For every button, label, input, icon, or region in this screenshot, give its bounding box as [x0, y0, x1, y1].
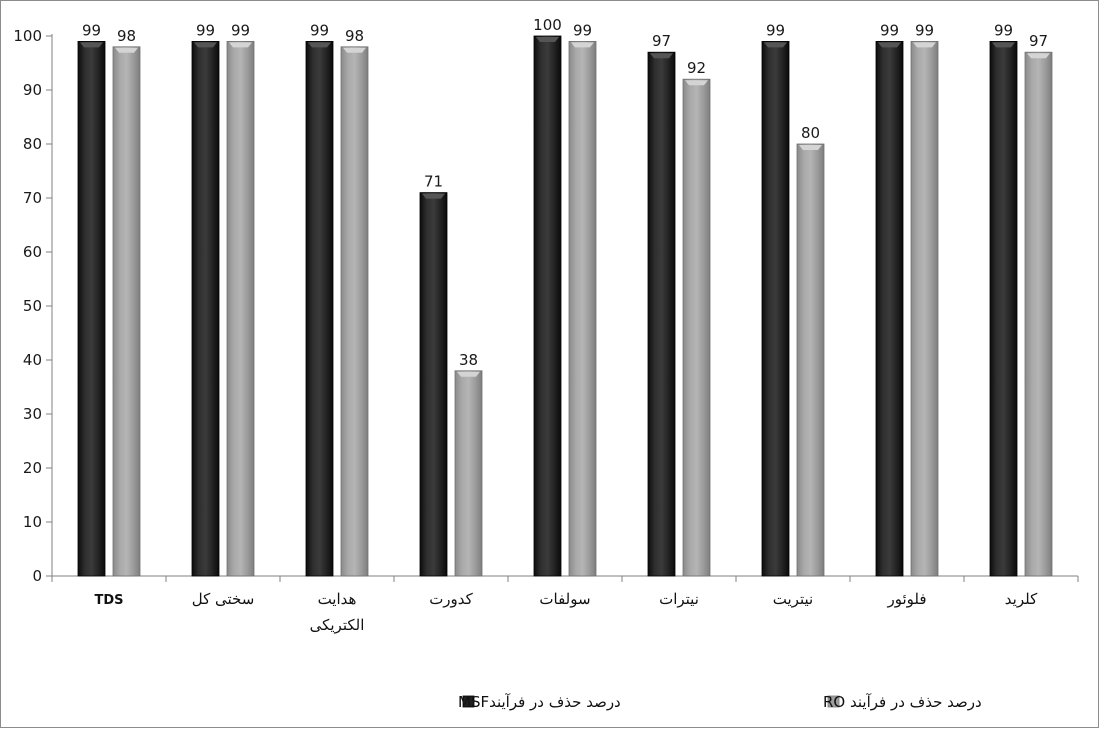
y-tick-label: 10: [23, 513, 42, 531]
bar-bevel: [878, 42, 901, 48]
bar-msf: [77, 41, 106, 577]
data-label: 99: [915, 21, 934, 39]
legend-swatch-ro: [827, 695, 840, 708]
y-tick-label: 60: [23, 243, 42, 261]
bar-msf: [533, 35, 562, 577]
bar-ro: [340, 46, 369, 577]
x-tick-label: نیتریت: [773, 590, 813, 608]
bar-ro: [682, 78, 711, 577]
bar-msf: [305, 41, 334, 577]
y-tick-label: 90: [23, 81, 42, 99]
bar-bevel: [992, 42, 1015, 48]
y-tick-label: 30: [23, 405, 42, 423]
x-tick-label: سولفات: [539, 590, 590, 608]
axes: 0 10 20 30 40 50 60 70 80 90 100: [13, 27, 1079, 585]
data-label: 99: [880, 21, 899, 39]
bar-msf: [761, 41, 790, 577]
bar-bevel: [571, 42, 594, 48]
data-labels: 99 98 99 99 99 98 71 38 100 99 97 92 99 80 99 99 99 97: [82, 16, 1048, 369]
data-label: 99: [231, 21, 250, 39]
bar-bevel: [685, 80, 708, 86]
x-tick-label: کلرید: [1005, 590, 1038, 608]
x-tick-label: کدورت: [429, 590, 473, 608]
bar-bevel: [422, 193, 445, 199]
bar-bevel: [343, 47, 366, 53]
data-label: 71: [424, 173, 443, 191]
data-label: 97: [1029, 32, 1048, 50]
category-labels: TDS سختی کل هدایت الکتریکی کدورت سولفات نیترات…: [94, 590, 1038, 634]
bar-msf: [875, 41, 904, 577]
bar-bevel: [536, 37, 559, 42]
bar-bevel: [913, 42, 936, 48]
data-label: 99: [573, 21, 592, 39]
x-tick-label: سختی کل: [192, 590, 255, 608]
legend-label-ro: درصد حذف در فرآیند RO: [823, 693, 982, 711]
bar-ro: [454, 370, 483, 577]
data-label: 80: [801, 124, 820, 142]
data-label: 98: [345, 27, 364, 45]
y-tick-label: 70: [23, 189, 42, 207]
data-label: 97: [652, 32, 671, 50]
bar-ro: [796, 143, 825, 577]
x-tick-label: فلوئور: [886, 590, 926, 608]
y-tick-label: 0: [32, 567, 42, 585]
bar-bevel: [764, 42, 787, 48]
data-label: 98: [117, 27, 136, 45]
bar-ro: [112, 46, 141, 577]
y-tick-label: 100: [13, 27, 42, 45]
data-label: 99: [766, 21, 785, 39]
data-label: 99: [196, 21, 215, 39]
y-tick-label: 40: [23, 351, 42, 369]
bar-bevel: [1027, 53, 1050, 59]
bar-bevel: [229, 42, 252, 48]
bars: [77, 35, 1053, 577]
legend-swatch-msf: [462, 695, 475, 708]
legend-label-msf: درصد حذف در فرآیندMSF: [458, 693, 621, 711]
bar-msf: [419, 192, 448, 577]
x-tick-label: الکتریکی: [310, 616, 365, 634]
data-label: 99: [994, 21, 1013, 39]
y-tick-label: 80: [23, 135, 42, 153]
bar-ro: [568, 41, 597, 577]
bar-msf: [989, 41, 1018, 577]
data-label: 100: [533, 16, 562, 34]
y-tick-label: 20: [23, 459, 42, 477]
bar-bevel: [457, 371, 480, 377]
bar-ro: [1024, 51, 1053, 577]
data-label: 38: [459, 351, 478, 369]
bar-bevel: [799, 145, 822, 150]
y-tick-label: 50: [23, 297, 42, 315]
x-tick-label: TDS: [94, 593, 123, 608]
bar-bevel: [194, 42, 217, 48]
bar-bevel: [80, 42, 103, 48]
x-tick-label: نیترات: [659, 590, 699, 608]
bar-ro: [226, 41, 255, 577]
bar-msf: [647, 51, 676, 577]
data-label: 99: [310, 21, 329, 39]
bar-ro: [910, 41, 939, 577]
bar-msf: [191, 41, 220, 577]
bar-bevel: [308, 42, 331, 48]
bar-bevel: [650, 53, 673, 59]
data-label: 92: [687, 59, 706, 77]
x-tick-label: هدایت: [318, 590, 357, 608]
legend: درصد حذف در فرآیندMSF درصد حذف در فرآیند …: [458, 693, 982, 711]
data-label: 99: [82, 21, 101, 39]
bar-bevel: [115, 47, 138, 53]
